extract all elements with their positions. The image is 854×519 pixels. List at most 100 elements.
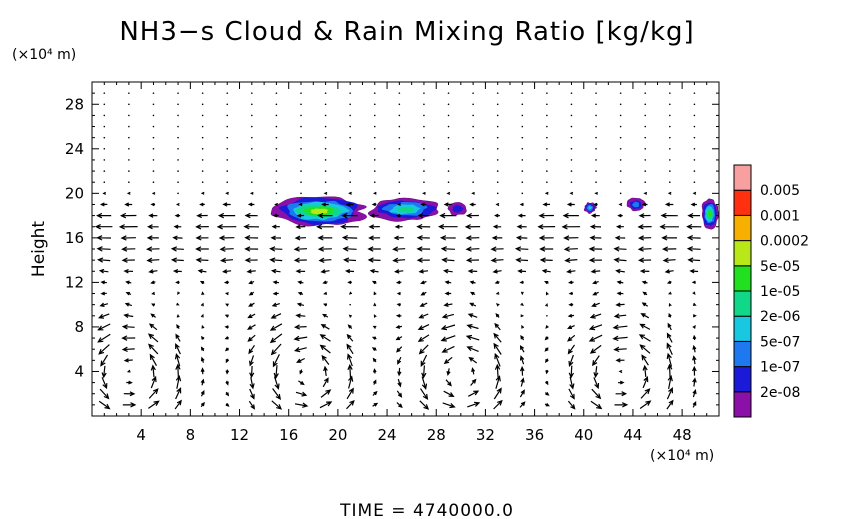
wind-vector (669, 103, 671, 106)
wind-vector (619, 148, 622, 150)
wind-vector (662, 257, 676, 263)
wind-vector (472, 136, 474, 139)
wind-vector (220, 257, 234, 263)
wind-vector (570, 114, 573, 117)
wind-vector (172, 269, 182, 274)
colorbar-swatch (733, 366, 752, 393)
wind-vector (146, 257, 160, 263)
wind-vector (99, 302, 109, 307)
wind-vector (177, 192, 179, 195)
wind-vector (495, 291, 500, 295)
wind-vector (423, 92, 425, 94)
wind-vector (348, 375, 354, 389)
wind-vector (469, 202, 476, 207)
colorbar-swatch (733, 240, 752, 267)
wind-vector (103, 148, 106, 150)
wind-vector (667, 191, 672, 195)
wind-vector (271, 224, 280, 229)
wind-vector (469, 280, 476, 285)
colorbar-label: 5e-05 (760, 259, 800, 275)
wind-vector (300, 181, 302, 183)
wind-vector (423, 125, 425, 128)
wind-vector (349, 92, 351, 94)
wind-vector (521, 148, 524, 150)
wind-vector (546, 159, 548, 161)
wind-vector (222, 269, 232, 274)
wind-vector (300, 192, 302, 195)
wind-vector (121, 324, 135, 330)
wind-vector (128, 92, 130, 94)
wind-vector (659, 223, 679, 230)
wind-vector (644, 148, 647, 150)
wind-vector (468, 356, 478, 364)
wind-vector (568, 291, 573, 296)
wind-vector (466, 324, 479, 330)
wind-vector (693, 92, 696, 94)
wind-vector (692, 355, 697, 365)
wind-vector (521, 170, 524, 172)
wind-vector (201, 159, 204, 161)
wind-vector (619, 170, 622, 172)
wind-vector (174, 399, 182, 410)
wind-vector (395, 325, 403, 329)
wind-vector (667, 363, 673, 379)
wind-vector (639, 400, 652, 409)
wind-vector (269, 333, 283, 344)
wind-vector (445, 379, 452, 387)
wind-vector (589, 224, 602, 230)
wind-vector (398, 125, 401, 128)
wind-vector (320, 269, 330, 274)
wind-vector (321, 354, 330, 365)
wind-vector (421, 365, 427, 379)
wind-vector (152, 125, 155, 128)
wind-vector (373, 159, 376, 161)
wind-vector (669, 125, 671, 128)
wind-vector (521, 181, 524, 183)
wind-vector (515, 235, 528, 241)
wind-vector (398, 181, 401, 183)
wind-vector (520, 314, 525, 318)
wind-vector (152, 103, 155, 106)
wind-vector (521, 92, 524, 94)
wind-vector (492, 224, 502, 229)
wind-vector (396, 303, 401, 307)
wind-vector (692, 401, 697, 408)
wind-vector (538, 212, 554, 219)
wind-vector (395, 336, 403, 341)
wind-vector (300, 170, 302, 172)
wind-vector (151, 303, 155, 307)
wind-vector (152, 148, 155, 150)
wind-vector (692, 291, 696, 296)
wind-vector (392, 257, 406, 263)
wind-vector (667, 322, 672, 331)
wind-vector (271, 302, 280, 307)
wind-vector (217, 212, 236, 219)
wind-vector (470, 291, 476, 296)
wind-vector (101, 365, 107, 379)
wind-vector (248, 280, 255, 285)
wind-vector (570, 181, 573, 183)
wind-vector (247, 334, 256, 342)
wind-vector (666, 387, 673, 400)
wind-vector (175, 375, 182, 389)
wind-vector (343, 257, 357, 263)
wind-vector (321, 202, 329, 207)
cloud-contours (270, 196, 720, 230)
wind-vector (177, 92, 179, 94)
wind-vector (294, 235, 307, 241)
wind-vector (494, 213, 501, 218)
wind-vector (296, 213, 305, 218)
wind-vector (644, 114, 647, 117)
wind-vector (341, 235, 358, 241)
x-tick-label: 24 (378, 426, 397, 444)
wind-vector (294, 402, 309, 408)
wind-vector (200, 356, 205, 363)
wind-vector (640, 313, 650, 319)
wind-vector (690, 202, 697, 207)
wind-vector (643, 191, 648, 195)
wind-vector (447, 159, 450, 161)
wind-vector (247, 202, 255, 207)
wind-vector (395, 280, 402, 285)
wind-vector (567, 313, 575, 318)
wind-vector (692, 377, 697, 387)
